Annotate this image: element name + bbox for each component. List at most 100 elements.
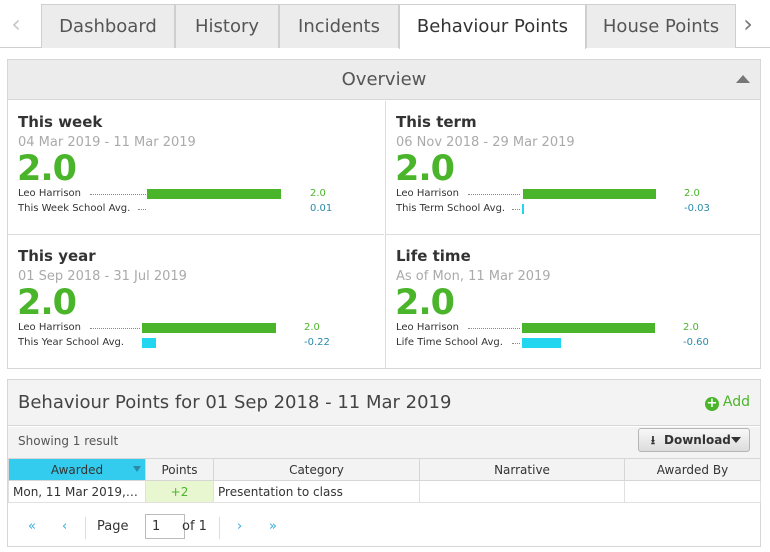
overview-header[interactable]: Overview	[8, 60, 760, 100]
student-value: 2.0	[310, 188, 326, 199]
dotted-leader	[468, 194, 520, 195]
stat-title: This year	[18, 247, 96, 265]
avg-bar	[142, 338, 156, 348]
pagination: « ‹ Page of 1 › »	[8, 511, 760, 545]
tab-house-points[interactable]: House Points	[586, 4, 736, 48]
stat-range: 06 Nov 2018 - 29 Mar 2019	[396, 135, 575, 150]
avg-label: Life Time School Avg.	[396, 337, 503, 348]
stat-value: 2.0	[17, 283, 77, 323]
student-bar-row: Leo Harrison 2.0	[18, 321, 373, 335]
student-value: 2.0	[304, 322, 320, 333]
student-bar	[142, 323, 276, 333]
pager-divider	[85, 517, 86, 539]
avg-value: -0.60	[683, 337, 709, 348]
avg-value: 0.01	[310, 203, 333, 214]
page-label: Page	[97, 519, 129, 534]
dotted-leader	[468, 328, 520, 329]
tab-behaviour-points[interactable]: Behaviour Points	[399, 4, 586, 49]
overview-panel: Overview This week 04 Mar 2019 - 11 Mar …	[7, 59, 761, 369]
last-page-icon[interactable]: »	[269, 519, 277, 534]
column-label: Awarded	[50, 462, 104, 477]
chevron-right-icon[interactable]: ›	[743, 10, 753, 38]
stat-card-this-term: This term 06 Nov 2018 - 29 Mar 2019 2.0 …	[385, 101, 761, 235]
stat-title: This week	[18, 113, 103, 131]
add-button[interactable]: + Add	[704, 394, 750, 411]
tab-dashboard[interactable]: Dashboard	[41, 4, 175, 48]
tab-bar: ‹ Dashboard History Incidents Behaviour …	[0, 0, 770, 49]
download-icon: ⭳	[650, 433, 656, 447]
student-bar	[522, 323, 655, 333]
avg-bar	[522, 204, 524, 214]
avg-bar-row: Life Time School Avg. -0.60	[396, 336, 751, 350]
avg-label: This Year School Avg.	[18, 337, 125, 348]
cell-narrative	[419, 480, 625, 503]
download-button[interactable]: ⭳ Download	[638, 428, 750, 452]
prev-page-icon[interactable]: ‹	[62, 519, 68, 534]
column-header-narrative[interactable]: Narrative	[419, 458, 625, 481]
student-label: Leo Harrison	[18, 322, 81, 333]
dotted-leader	[90, 194, 146, 195]
stat-range: As of Mon, 11 Mar 2019	[396, 269, 551, 284]
stat-value: 2.0	[395, 149, 455, 189]
sort-desc-icon	[133, 466, 141, 472]
student-value: 2.0	[683, 322, 699, 333]
points-title: Behaviour Points for 01 Sep 2018 - 11 Ma…	[18, 392, 452, 413]
avg-bar-row: This Term School Avg. -0.03	[396, 202, 751, 216]
avg-value: -0.03	[684, 203, 710, 214]
tab-incidents[interactable]: Incidents	[279, 4, 399, 48]
page-number-input[interactable]	[145, 514, 185, 539]
chevron-left-icon[interactable]: ‹	[11, 10, 21, 38]
column-header-points[interactable]: Points	[145, 458, 214, 481]
plus-circle-icon: +	[704, 396, 719, 411]
points-table: Awarded Points Category Narrative Awarde…	[8, 458, 761, 503]
column-header-awarded[interactable]: Awarded	[8, 458, 146, 481]
stat-title: Life time	[396, 247, 471, 265]
table-header-row: Awarded Points Category Narrative Awarde…	[8, 458, 761, 481]
avg-value: -0.22	[304, 337, 330, 348]
stat-value: 2.0	[395, 283, 455, 323]
student-label: Leo Harrison	[18, 188, 81, 199]
student-bar-row: Leo Harrison 2.0	[18, 187, 373, 201]
avg-label: This Week School Avg.	[18, 203, 131, 214]
avg-label: This Term School Avg.	[396, 203, 506, 214]
tab-history[interactable]: History	[175, 4, 279, 48]
chevron-down-icon	[731, 437, 741, 443]
stat-range: 01 Sep 2018 - 31 Jul 2019	[18, 269, 187, 284]
dotted-leader	[512, 343, 520, 344]
points-toolbar: Showing 1 result ⭳ Download	[8, 427, 760, 458]
column-header-awarded-by[interactable]: Awarded By	[624, 458, 761, 481]
table-row[interactable]: Mon, 11 Mar 2019, 1... +2 Presentation t…	[8, 480, 761, 503]
stat-value: 2.0	[17, 149, 77, 189]
stat-card-life-time: Life time As of Mon, 11 Mar 2019 2.0 Leo…	[385, 235, 761, 369]
next-page-icon[interactable]: ›	[237, 519, 243, 534]
cell-points: +2	[145, 480, 214, 503]
collapse-icon[interactable]	[736, 75, 750, 83]
student-value: 2.0	[684, 188, 700, 199]
stat-title: This term	[396, 113, 477, 131]
column-header-category[interactable]: Category	[213, 458, 420, 481]
cell-awarded: Mon, 11 Mar 2019, 1...	[8, 480, 146, 503]
avg-bar-row: This Week School Avg. 0.01	[18, 202, 373, 216]
dotted-leader	[138, 209, 146, 210]
stat-card-this-year: This year 01 Sep 2018 - 31 Jul 2019 2.0 …	[8, 235, 384, 369]
pager-divider	[219, 517, 220, 539]
result-count: Showing 1 result	[18, 434, 119, 448]
stat-range: 04 Mar 2019 - 11 Mar 2019	[18, 135, 196, 150]
dotted-leader	[90, 328, 140, 329]
cell-category: Presentation to class	[213, 480, 420, 503]
first-page-icon[interactable]: «	[28, 519, 36, 534]
stat-card-this-week: This week 04 Mar 2019 - 11 Mar 2019 2.0 …	[8, 101, 384, 235]
student-bar	[523, 189, 656, 199]
student-bar-row: Leo Harrison 2.0	[396, 321, 751, 335]
dotted-leader	[512, 209, 520, 210]
avg-bar	[522, 338, 561, 348]
behaviour-points-panel: Behaviour Points for 01 Sep 2018 - 11 Ma…	[7, 379, 761, 547]
download-label: Download	[664, 433, 731, 447]
student-bar-row: Leo Harrison 2.0	[396, 187, 751, 201]
points-header: Behaviour Points for 01 Sep 2018 - 11 Ma…	[8, 380, 760, 426]
student-label: Leo Harrison	[396, 188, 459, 199]
add-label: Add	[722, 394, 750, 410]
page-total-label: of 1	[182, 519, 207, 534]
cell-awarded-by	[624, 480, 761, 503]
overview-title: Overview	[341, 69, 427, 90]
